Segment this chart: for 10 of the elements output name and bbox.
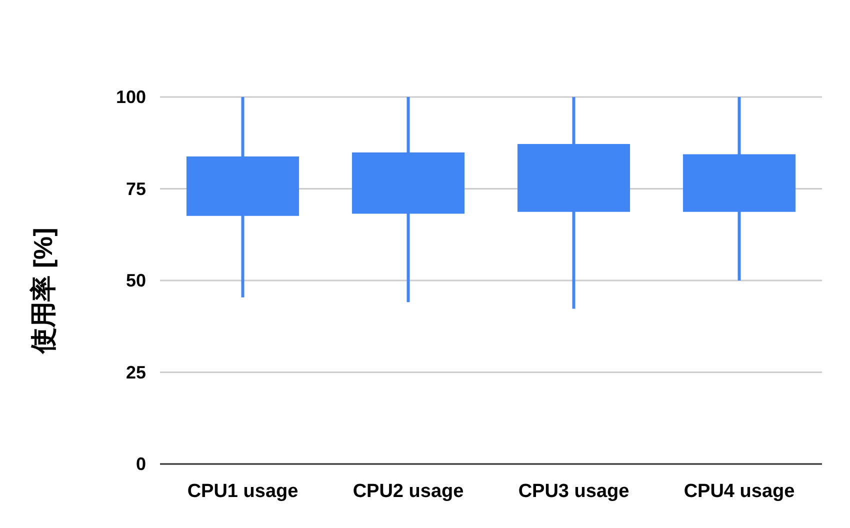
y-tick-label: 50 (126, 270, 146, 290)
y-tick-label: 100 (116, 87, 146, 107)
y-tick-label: 25 (126, 362, 146, 382)
x-tick-label: CPU3 usage (518, 481, 630, 502)
x-tick-label: CPU2 usage (352, 481, 464, 502)
y-tick-label: 0 (136, 454, 146, 474)
x-tick-label: CPU1 usage (187, 481, 298, 502)
x-tick-label: CPU4 usage (684, 481, 795, 502)
y-axis-title: 使用率 [%] (28, 228, 58, 354)
y-tick-label: 75 (126, 178, 146, 199)
